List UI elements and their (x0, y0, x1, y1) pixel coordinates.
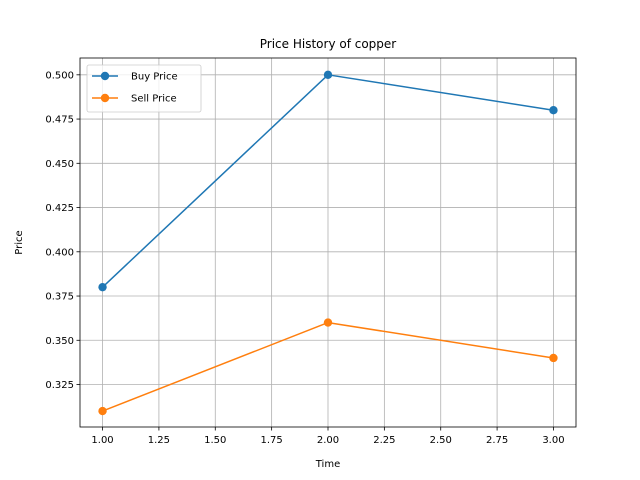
legend-marker-buy-price (100, 71, 110, 81)
y-tick-label: 0.500 (45, 70, 74, 81)
y-tick-label: 0.350 (45, 336, 74, 347)
legend-item-sell-price: Sell Price (92, 94, 177, 105)
series-sell-price (98, 318, 558, 416)
legend: Buy Price Sell Price (86, 64, 202, 113)
legend-item-buy-price: Buy Price (92, 72, 178, 83)
y-tick-label: 0.375 (45, 292, 74, 303)
chart-title: Price History of copper (260, 37, 397, 51)
x-tick-label: 1.50 (204, 435, 226, 446)
x-tick-label: 3.00 (542, 435, 564, 446)
data-point-buy-price (98, 282, 107, 292)
y-axis-label: Price (14, 230, 25, 254)
x-tick-label: 1.25 (148, 435, 170, 446)
data-point-buy-price (549, 106, 558, 115)
data-point-sell-price (549, 353, 558, 363)
y-tick-label: 0.425 (45, 203, 74, 214)
data-point-sell-price (98, 406, 107, 416)
series-buy-price (98, 70, 558, 292)
legend-marker-sell-price (100, 93, 110, 103)
x-tick-label: 1.00 (91, 435, 113, 446)
y-tick-label: 0.400 (45, 247, 74, 258)
x-tick-label: 2.00 (317, 435, 339, 446)
x-grid (102, 58, 554, 427)
x-axis-label: Time (315, 459, 340, 470)
x-tick-label: 2.50 (430, 435, 452, 446)
y-tick-label: 0.450 (45, 159, 74, 170)
y-tick-label: 0.475 (45, 115, 74, 126)
y-grid (80, 74, 576, 385)
x-axis-ticks: 1.00 1.25 1.50 1.75 2.00 2.25 2.50 2.75 3.00 (91, 427, 565, 446)
x-tick-label: 2.25 (373, 435, 395, 446)
legend-label-sell-price: Sell Price (131, 94, 177, 105)
y-tick-label: 0.325 (45, 380, 74, 391)
x-tick-label: 2.75 (486, 435, 508, 446)
data-point-sell-price (323, 318, 333, 327)
series-layer (98, 70, 558, 416)
x-tick-label: 1.75 (261, 435, 283, 446)
legend-label-buy-price: Buy Price (131, 72, 178, 83)
y-axis-ticks: 0.325 0.350 0.375 0.400 0.425 0.450 0.475 0.500 (45, 70, 80, 391)
data-point-buy-price (323, 70, 333, 80)
